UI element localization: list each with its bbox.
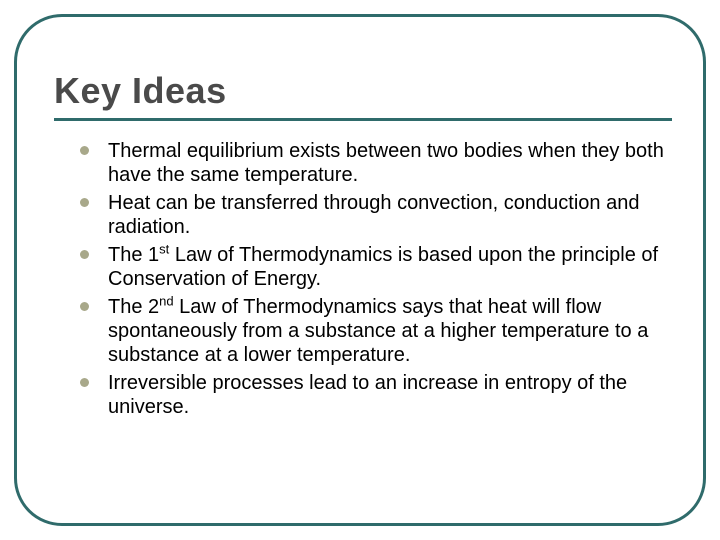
list-item: The 1st Law of Thermodynamics is based u…	[80, 243, 672, 291]
bullet-text: Irreversible processes lead to an increa…	[108, 372, 627, 418]
slide-title: Key Ideas	[54, 70, 672, 112]
list-item: Heat can be transferred through convecti…	[80, 191, 672, 239]
bullet-text: Heat can be transferred through convecti…	[108, 192, 639, 238]
title-underline	[54, 118, 672, 121]
bullet-list: Thermal equilibrium exists between two b…	[54, 139, 672, 419]
bullet-icon	[80, 250, 89, 259]
bullet-icon	[80, 302, 89, 311]
slide-content: Key Ideas Thermal equilibrium exists bet…	[54, 70, 672, 423]
bullet-text: Thermal equilibrium exists between two b…	[108, 140, 664, 186]
bullet-text: The 2nd Law of Thermodynamics says that …	[108, 296, 648, 366]
bullet-text: The 1st Law of Thermodynamics is based u…	[108, 244, 658, 290]
list-item: Thermal equilibrium exists between two b…	[80, 139, 672, 187]
list-item: The 2nd Law of Thermodynamics says that …	[80, 295, 672, 367]
list-item: Irreversible processes lead to an increa…	[80, 371, 672, 419]
bullet-icon	[80, 378, 89, 387]
bullet-icon	[80, 146, 89, 155]
bullet-icon	[80, 198, 89, 207]
